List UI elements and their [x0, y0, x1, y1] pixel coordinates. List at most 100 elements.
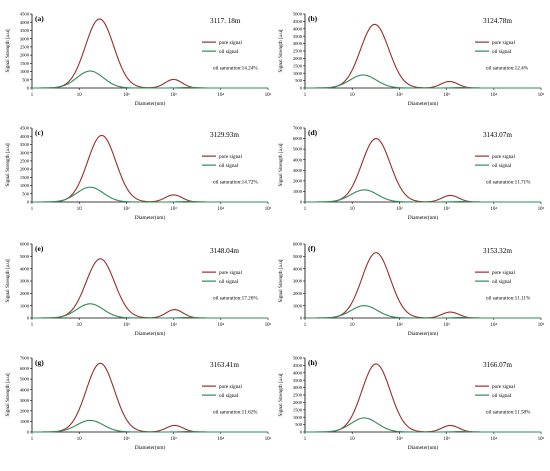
- y-tick-label: 3500: [20, 142, 30, 147]
- legend-label: oil signal: [492, 163, 512, 169]
- y-tick-label: 3500: [293, 34, 303, 39]
- y-tick-label: 0: [300, 430, 303, 435]
- panel-label: (h): [308, 358, 318, 367]
- y-tick-label: 6000: [20, 242, 30, 247]
- y-tick-label: 0: [27, 200, 30, 205]
- y-tick-label: 4500: [293, 363, 303, 368]
- panel-label: (a): [35, 14, 44, 23]
- x-tick-label: 10²: [396, 436, 403, 442]
- y-tick-label: 2000: [20, 291, 30, 296]
- panel-label: (e): [35, 244, 44, 253]
- y-tick-label: 3000: [20, 398, 30, 403]
- oil-saturation-label: oil saturation:17.26%: [213, 296, 258, 302]
- x-tick-label: 10²: [123, 92, 130, 98]
- y-tick-label: 0: [27, 86, 30, 91]
- series-line-pore-signal: [305, 252, 541, 319]
- panel-g: 0 1000 2000 3000 4000 5000 6000 7000 1 10 10² 10³ 10…: [5, 356, 272, 451]
- x-tick-label: 10³: [170, 206, 177, 212]
- legend-label: oil signal: [492, 49, 512, 55]
- series-line-pore-signal: [305, 23, 541, 89]
- y-tick-label: 1500: [293, 63, 303, 68]
- x-tick-label: 10³: [443, 92, 450, 98]
- x-tick-label: 10²: [396, 322, 403, 328]
- y-tick-label: 3000: [293, 279, 303, 284]
- panel-c: 0 500 1000 1500 2000 2500 3000 3500 4000 4500 1 10 1…: [5, 126, 272, 221]
- legend-label: pore signal: [219, 40, 242, 46]
- series-line-oil-signal: [32, 303, 268, 319]
- panel-a: 0 500 1000 1500 2000 2500 3000 3500 4000 4500 1 10 1…: [5, 12, 272, 107]
- y-tick-label: 5000: [20, 377, 30, 382]
- x-tick-label: 10⁴: [218, 322, 225, 328]
- y-tick-label: 2000: [20, 408, 30, 413]
- x-tick-label: 1: [304, 323, 307, 328]
- y-tick-label: 2000: [293, 400, 303, 405]
- x-tick-label: 10³: [170, 322, 177, 328]
- x-tick-label: 1: [31, 323, 34, 328]
- legend-label: oil signal: [219, 393, 239, 399]
- y-tick-label: 2000: [20, 167, 30, 172]
- y-tick-label: 1000: [20, 303, 30, 308]
- y-tick-label: 0: [300, 200, 303, 205]
- y-tick-label: 4000: [20, 134, 30, 139]
- y-tick-label: 4500: [20, 12, 30, 17]
- x-tick-label: 10⁵: [265, 206, 272, 212]
- oil-saturation-label: oil saturation:14.72%: [213, 180, 258, 186]
- legend-label: pore signal: [492, 384, 515, 390]
- panel-e: 0 1000 2000 3000 4000 5000 6000 1 10 10² 10³ 10⁴ 10⁵…: [5, 242, 272, 337]
- x-tick-label: 10⁵: [265, 322, 272, 328]
- x-tick-label: 10: [77, 93, 82, 98]
- x-tick-label: 10⁵: [538, 92, 545, 98]
- x-axis-title: Diameter(nm): [408, 214, 439, 221]
- y-tick-label: 4000: [20, 266, 30, 271]
- y-tick-label: 4000: [20, 387, 30, 392]
- x-axis-title: Diameter(nm): [135, 330, 166, 337]
- y-axis-title: Signal Strength [a.u]: [5, 259, 11, 302]
- x-axis-title: Diameter(nm): [135, 214, 166, 221]
- y-tick-label: 7000: [293, 126, 303, 131]
- x-tick-label: 10: [77, 323, 82, 328]
- y-axis-title: Signal Strength [a.u]: [278, 259, 284, 302]
- oil-saturation-label: oil saturation:14.24%: [213, 66, 258, 72]
- x-tick-label: 10²: [123, 322, 130, 328]
- y-axis-title: Signal Strength [a.u]: [5, 373, 11, 416]
- y-tick-label: 0: [300, 86, 303, 91]
- y-axis-title: Signal Strength [a.u]: [278, 143, 284, 186]
- series-line-oil-signal: [32, 70, 268, 89]
- x-axis-title: Diameter(nm): [408, 100, 439, 107]
- depth-label: 3163.41m: [210, 361, 239, 369]
- y-axis-title: Signal Strength [a.u]: [278, 373, 284, 416]
- y-tick-label: 2500: [293, 393, 303, 398]
- y-tick-label: 3000: [293, 168, 303, 173]
- x-tick-label: 10³: [443, 322, 450, 328]
- legend-label: pore signal: [492, 40, 515, 46]
- x-tick-label: 1: [31, 207, 34, 212]
- y-tick-label: 2000: [293, 56, 303, 61]
- depth-label: 3124.78m: [483, 17, 512, 25]
- y-tick-label: 3000: [20, 150, 30, 155]
- y-tick-label: 1000: [293, 71, 303, 76]
- x-tick-label: 10⁵: [265, 436, 272, 442]
- legend-label: pore signal: [492, 154, 515, 160]
- y-tick-label: 6000: [293, 242, 303, 247]
- y-tick-label: 6000: [293, 136, 303, 141]
- panel-b: 0 500 1000 1500 2000 2500 3000 3500 4000 4500 5000…: [278, 12, 545, 107]
- y-tick-label: 7000: [20, 356, 30, 361]
- x-tick-label: 1: [304, 207, 307, 212]
- depth-label: 3148.04m: [210, 247, 239, 255]
- x-tick-label: 10: [77, 207, 82, 212]
- y-tick-label: 5000: [293, 147, 303, 152]
- y-tick-label: 1000: [20, 183, 30, 188]
- y-tick-label: 1500: [20, 175, 30, 180]
- y-axis-title: Signal Strength [a.u]: [278, 29, 284, 72]
- y-tick-label: 1500: [20, 61, 30, 66]
- x-tick-label: 10²: [396, 206, 403, 212]
- y-tick-label: 1000: [293, 189, 303, 194]
- y-tick-label: 500: [295, 422, 303, 427]
- y-tick-label: 500: [22, 77, 30, 82]
- y-tick-label: 5000: [293, 254, 303, 259]
- x-tick-label: 10⁵: [538, 206, 545, 212]
- y-tick-label: 5000: [20, 254, 30, 259]
- legend-label: oil signal: [219, 49, 239, 55]
- y-tick-label: 2000: [293, 178, 303, 183]
